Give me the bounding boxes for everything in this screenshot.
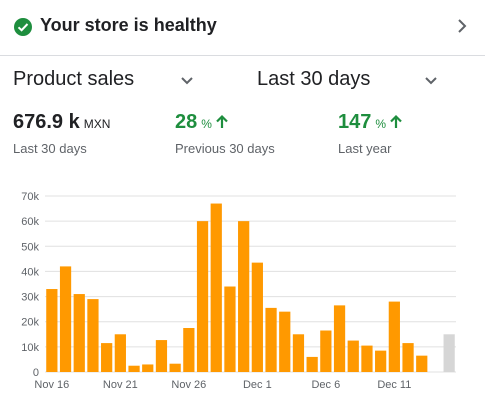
- y-tick-label: 0: [33, 367, 39, 379]
- last-year-stat: 147% Last year: [338, 111, 403, 156]
- x-tick-label: Nov 16: [34, 379, 69, 391]
- sales-bar: [320, 330, 332, 372]
- last-year-change-unit: %: [375, 117, 387, 131]
- x-tick-label: Nov 26: [171, 379, 206, 391]
- metric-dropdown-label: Product sales: [13, 68, 135, 90]
- sales-bar: [183, 328, 195, 372]
- sales-bar: [402, 343, 414, 372]
- x-tick-label: Dec 1: [243, 379, 272, 391]
- sales-bar: [87, 299, 99, 372]
- date-range-dropdown-label: Last 30 days: [257, 68, 371, 90]
- sales-bar: [375, 350, 387, 372]
- y-tick-label: 30k: [21, 292, 39, 304]
- store-health-title: Your store is healthy: [40, 15, 217, 35]
- sales-bar: [73, 294, 85, 372]
- x-tick-label: Nov 21: [103, 379, 138, 391]
- sales-bar: [292, 334, 305, 372]
- sales-total-value: 676.9 k: [13, 111, 80, 133]
- sales-bar: [169, 363, 181, 372]
- sales-bar: [114, 334, 126, 372]
- arrow-up-icon: [215, 114, 229, 135]
- date-range-dropdown[interactable]: Last 30 days: [257, 68, 447, 96]
- metric-dropdown[interactable]: Product sales: [13, 68, 203, 96]
- sales-bar: [265, 307, 277, 372]
- sales-bar: [196, 221, 209, 372]
- arrow-up-icon: [389, 114, 403, 135]
- y-tick-label: 10k: [21, 342, 39, 354]
- x-tick-label: Dec 6: [311, 379, 340, 391]
- sales-total-stat: 676.9 k MXN Last 30 days: [13, 111, 110, 156]
- chevron-down-icon: [423, 74, 439, 92]
- y-tick-label: 60k: [21, 216, 39, 228]
- y-tick-label: 20k: [21, 317, 39, 329]
- last-year-change-value: 147: [338, 111, 372, 133]
- y-tick-label: 70k: [21, 191, 39, 203]
- sales-bar: [101, 343, 113, 372]
- sales-bar: [416, 355, 428, 372]
- sales-bar: [347, 340, 359, 372]
- sales-bar: [59, 266, 72, 372]
- last-year-label: Last year: [338, 141, 392, 156]
- sales-bar: [224, 286, 236, 372]
- check-circle-icon: [14, 18, 32, 36]
- sales-bar: [361, 345, 373, 372]
- sales-currency: MXN: [83, 117, 111, 131]
- sales-bar-chart: 0 10k 20k 30k 40k 50k 60k 70k Nov 16 Nov 21 Nov 26…: [21, 191, 456, 391]
- sales-bar: [279, 311, 291, 372]
- sales-bar: [46, 289, 58, 372]
- y-tick-label: 40k: [21, 266, 39, 278]
- y-tick-label: 50k: [21, 241, 39, 253]
- sales-bar: [388, 301, 400, 372]
- x-tick-label: Dec 11: [377, 379, 411, 391]
- sales-bar: [155, 340, 168, 372]
- sales-bar: [128, 365, 140, 372]
- previous-change-unit: %: [201, 117, 212, 131]
- previous-period-label: Previous 30 days: [175, 141, 275, 156]
- sales-bar: [238, 221, 250, 372]
- sales-bar: [333, 305, 346, 372]
- pending-bar: [443, 334, 455, 372]
- sales-period-label: Last 30 days: [13, 141, 87, 156]
- chevron-down-icon: [179, 74, 195, 92]
- chevron-right-icon[interactable]: [456, 17, 468, 40]
- sales-bar: [210, 203, 222, 372]
- sales-bar: [306, 356, 318, 372]
- store-health-banner[interactable]: Your store is healthy: [0, 0, 485, 54]
- sales-bar: [142, 364, 154, 372]
- sales-bar: [251, 262, 263, 372]
- previous-change-value: 28: [175, 111, 198, 133]
- previous-period-stat: 28% Previous 30 days: [175, 111, 275, 156]
- divider: [0, 55, 485, 56]
